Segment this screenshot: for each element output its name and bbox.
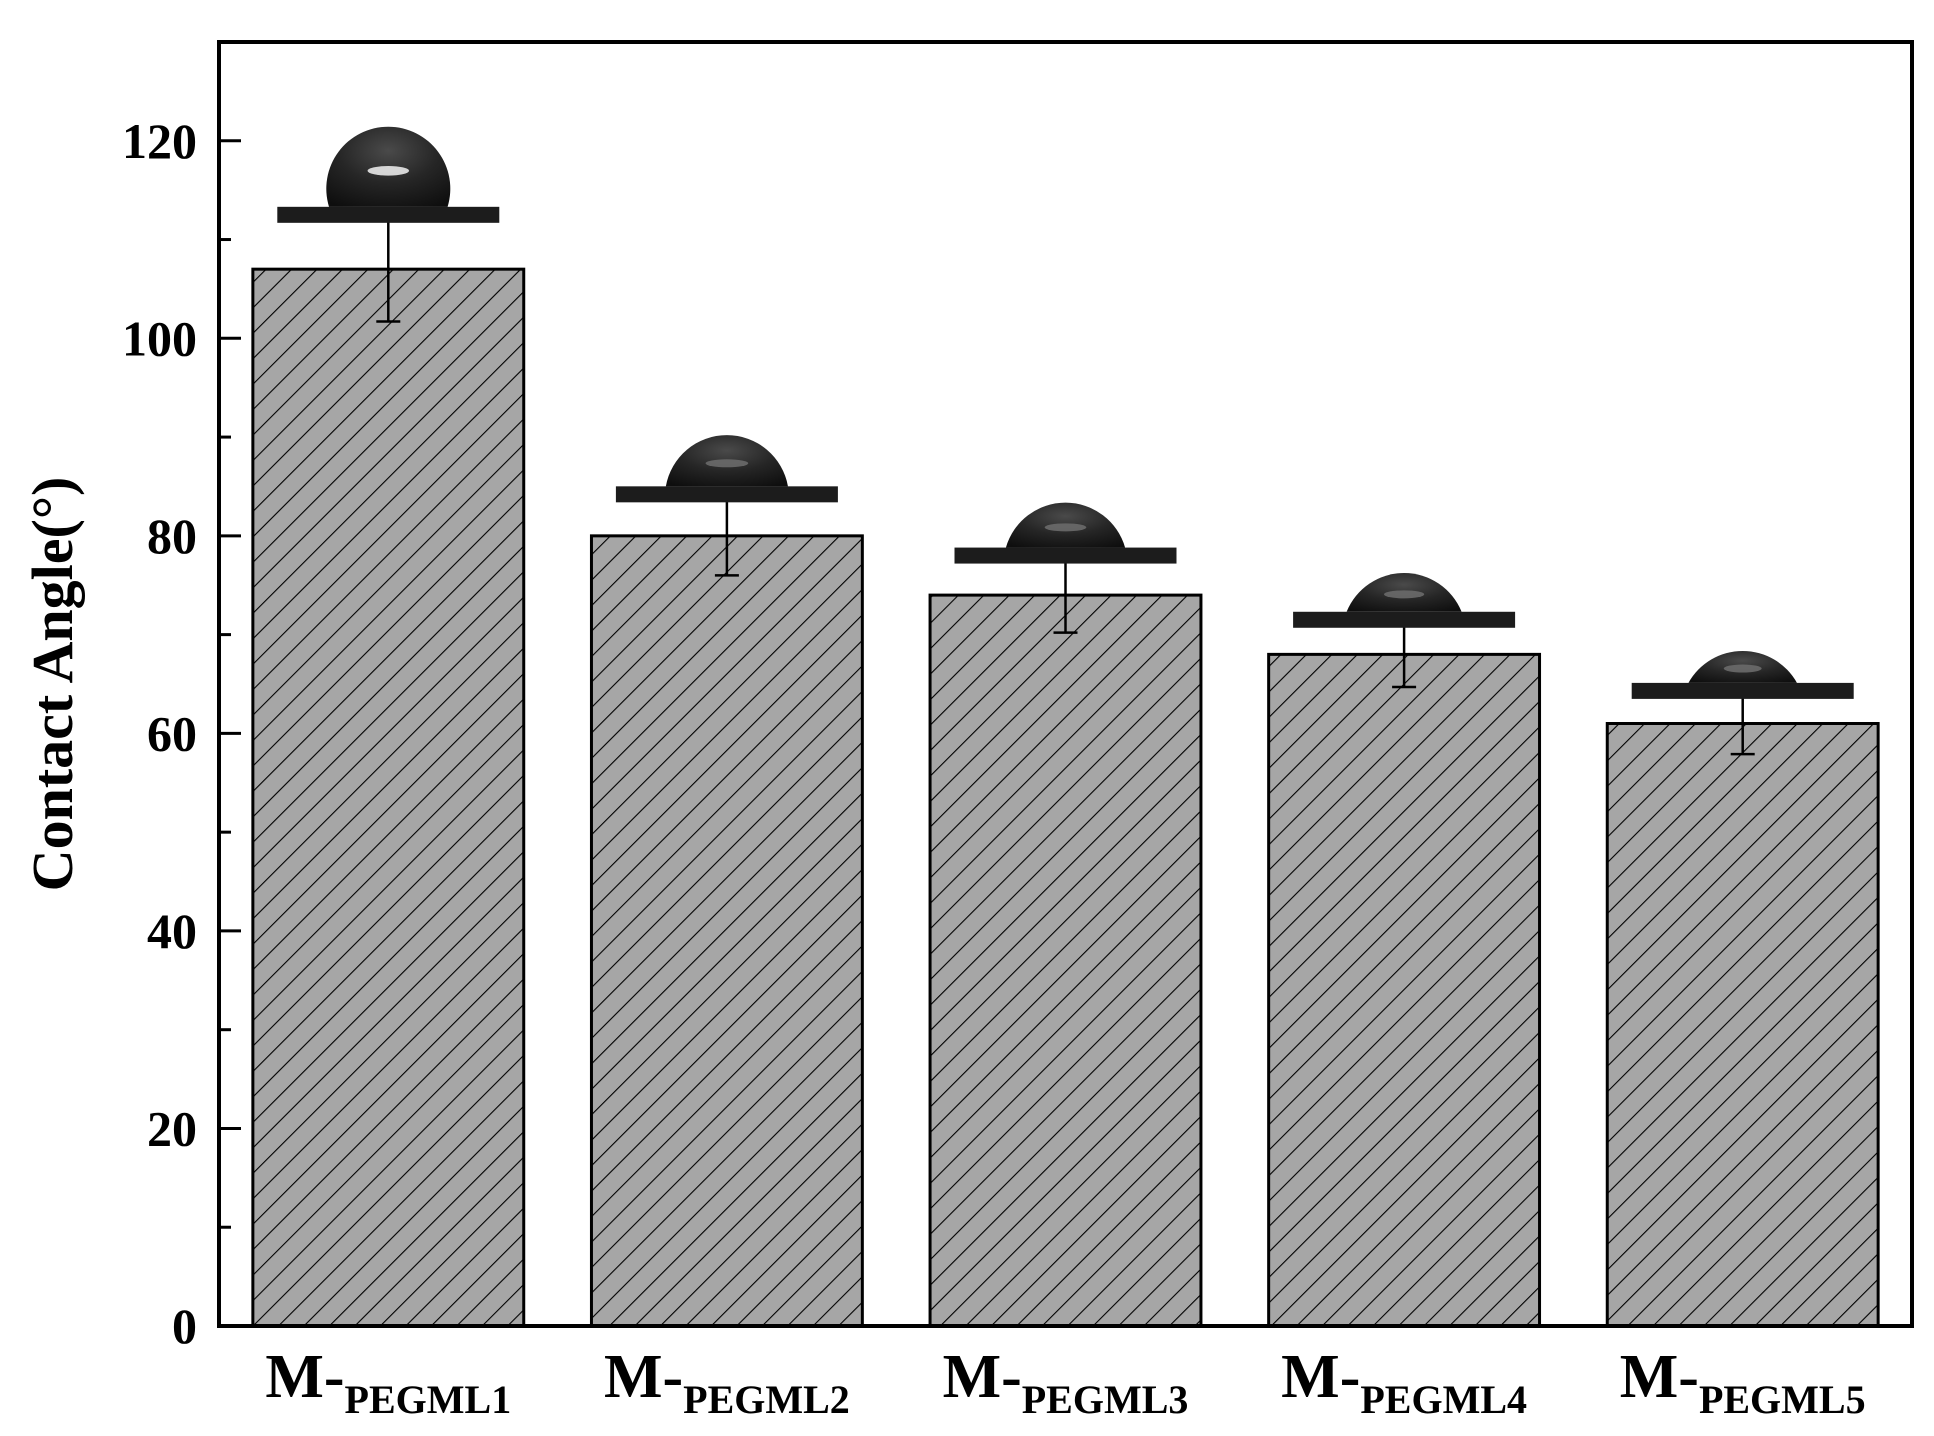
bar — [251, 267, 526, 1328]
droplet-highlight — [367, 165, 410, 176]
y-tick-label: 80 — [147, 508, 197, 564]
droplet-substrate — [1293, 611, 1516, 628]
droplet-inset — [954, 502, 1177, 564]
bar — [1605, 722, 1880, 1328]
category-prefix: M- — [1281, 1343, 1360, 1411]
category-subscript: PEGML5 — [1699, 1377, 1866, 1422]
category-subscript: PEGML1 — [345, 1377, 512, 1422]
bar — [1267, 652, 1542, 1328]
droplet-highlight — [1044, 523, 1087, 532]
droplet-inset — [615, 435, 838, 503]
y-tick-label: 20 — [147, 1100, 197, 1156]
y-tick-label: 100 — [122, 310, 197, 366]
category-prefix: M- — [943, 1343, 1022, 1411]
category-label: M-PEGML3 — [943, 1343, 1189, 1422]
droplet-substrate — [954, 547, 1177, 564]
category-label: M-PEGML2 — [604, 1343, 850, 1422]
droplet-highlight — [1723, 664, 1762, 673]
category-prefix: M- — [265, 1343, 344, 1411]
droplet-highlight — [705, 459, 749, 468]
droplet-inset — [277, 126, 500, 223]
bar — [928, 593, 1203, 1328]
droplet-inset — [1293, 573, 1516, 628]
category-prefix: M- — [1620, 1343, 1699, 1411]
category-label: M-PEGML1 — [265, 1343, 511, 1422]
y-tick-label: 60 — [147, 705, 197, 761]
category-subscript: PEGML4 — [1360, 1377, 1527, 1422]
bar — [589, 534, 864, 1328]
droplet-substrate — [615, 486, 838, 503]
droplet-substrate — [277, 206, 500, 223]
droplet-inset — [1631, 650, 1854, 699]
droplet-substrate — [1631, 682, 1854, 699]
category-label: M-PEGML5 — [1620, 1343, 1866, 1422]
y-axis-title: Contact Angle(°) — [20, 477, 85, 892]
y-tick-label: 0 — [172, 1298, 197, 1354]
category-subscript: PEGML3 — [1022, 1377, 1189, 1422]
category-label: M-PEGML4 — [1281, 1343, 1527, 1422]
category-subscript: PEGML2 — [683, 1377, 850, 1422]
y-tick-label: 120 — [122, 113, 197, 169]
droplet-highlight — [1383, 590, 1425, 599]
y-tick-label: 40 — [147, 903, 197, 959]
category-prefix: M- — [604, 1343, 683, 1411]
plot-frame — [217, 40, 1914, 1328]
